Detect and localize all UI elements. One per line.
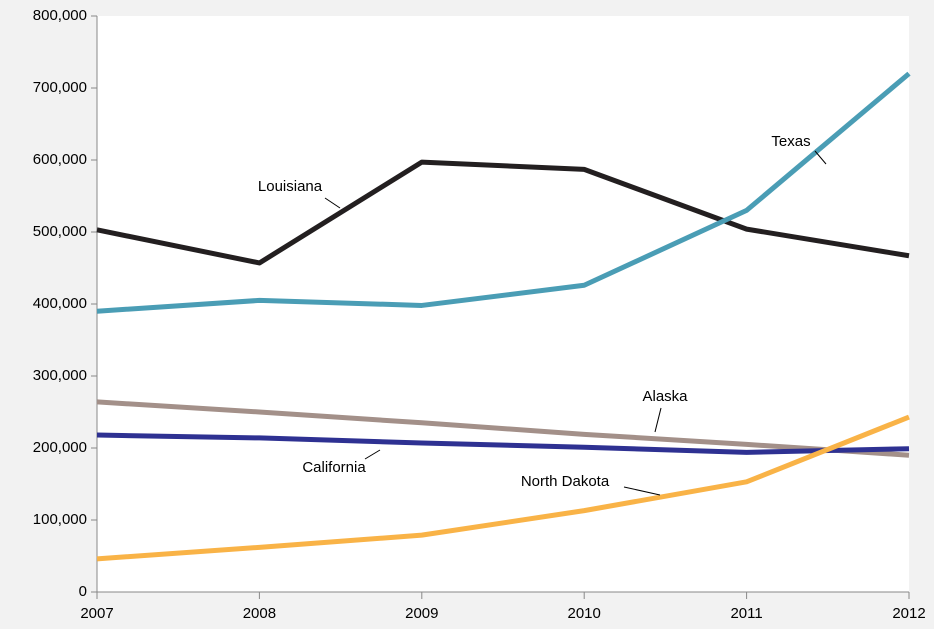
series-label: Texas: [771, 133, 810, 150]
series-label: Alaska: [642, 388, 688, 405]
series-label: North Dakota: [521, 473, 610, 490]
y-tick-label: 700,000: [33, 79, 87, 96]
y-tick-label: 500,000: [33, 223, 87, 240]
y-tick-label: 800,000: [33, 7, 87, 24]
y-tick-label: 600,000: [33, 151, 87, 168]
y-tick-label: 300,000: [33, 367, 87, 384]
series-line: [96, 414, 910, 562]
y-tick-label: 200,000: [33, 439, 87, 456]
series-line: [96, 432, 910, 455]
x-tick-label: 2007: [80, 605, 113, 622]
y-tick-label: 0: [79, 583, 87, 600]
x-tick-label: 2011: [730, 605, 762, 622]
series-line: [96, 399, 910, 458]
x-tick-label: 2012: [892, 605, 925, 622]
x-tick-label: 2008: [243, 605, 276, 622]
x-tick-label: 2010: [568, 605, 601, 622]
label-leader: [814, 150, 827, 165]
x-tick-label: 2009: [405, 605, 438, 622]
series-label: California: [302, 459, 366, 476]
label-leader: [623, 486, 661, 496]
label-leader: [324, 197, 341, 209]
series-line: [96, 159, 910, 266]
series-label: Louisiana: [258, 178, 323, 195]
label-leader: [364, 449, 381, 460]
label-leader: [654, 407, 662, 433]
y-tick-label: 400,000: [33, 295, 87, 312]
series-line: [96, 71, 911, 314]
y-tick-label: 100,000: [33, 511, 87, 528]
